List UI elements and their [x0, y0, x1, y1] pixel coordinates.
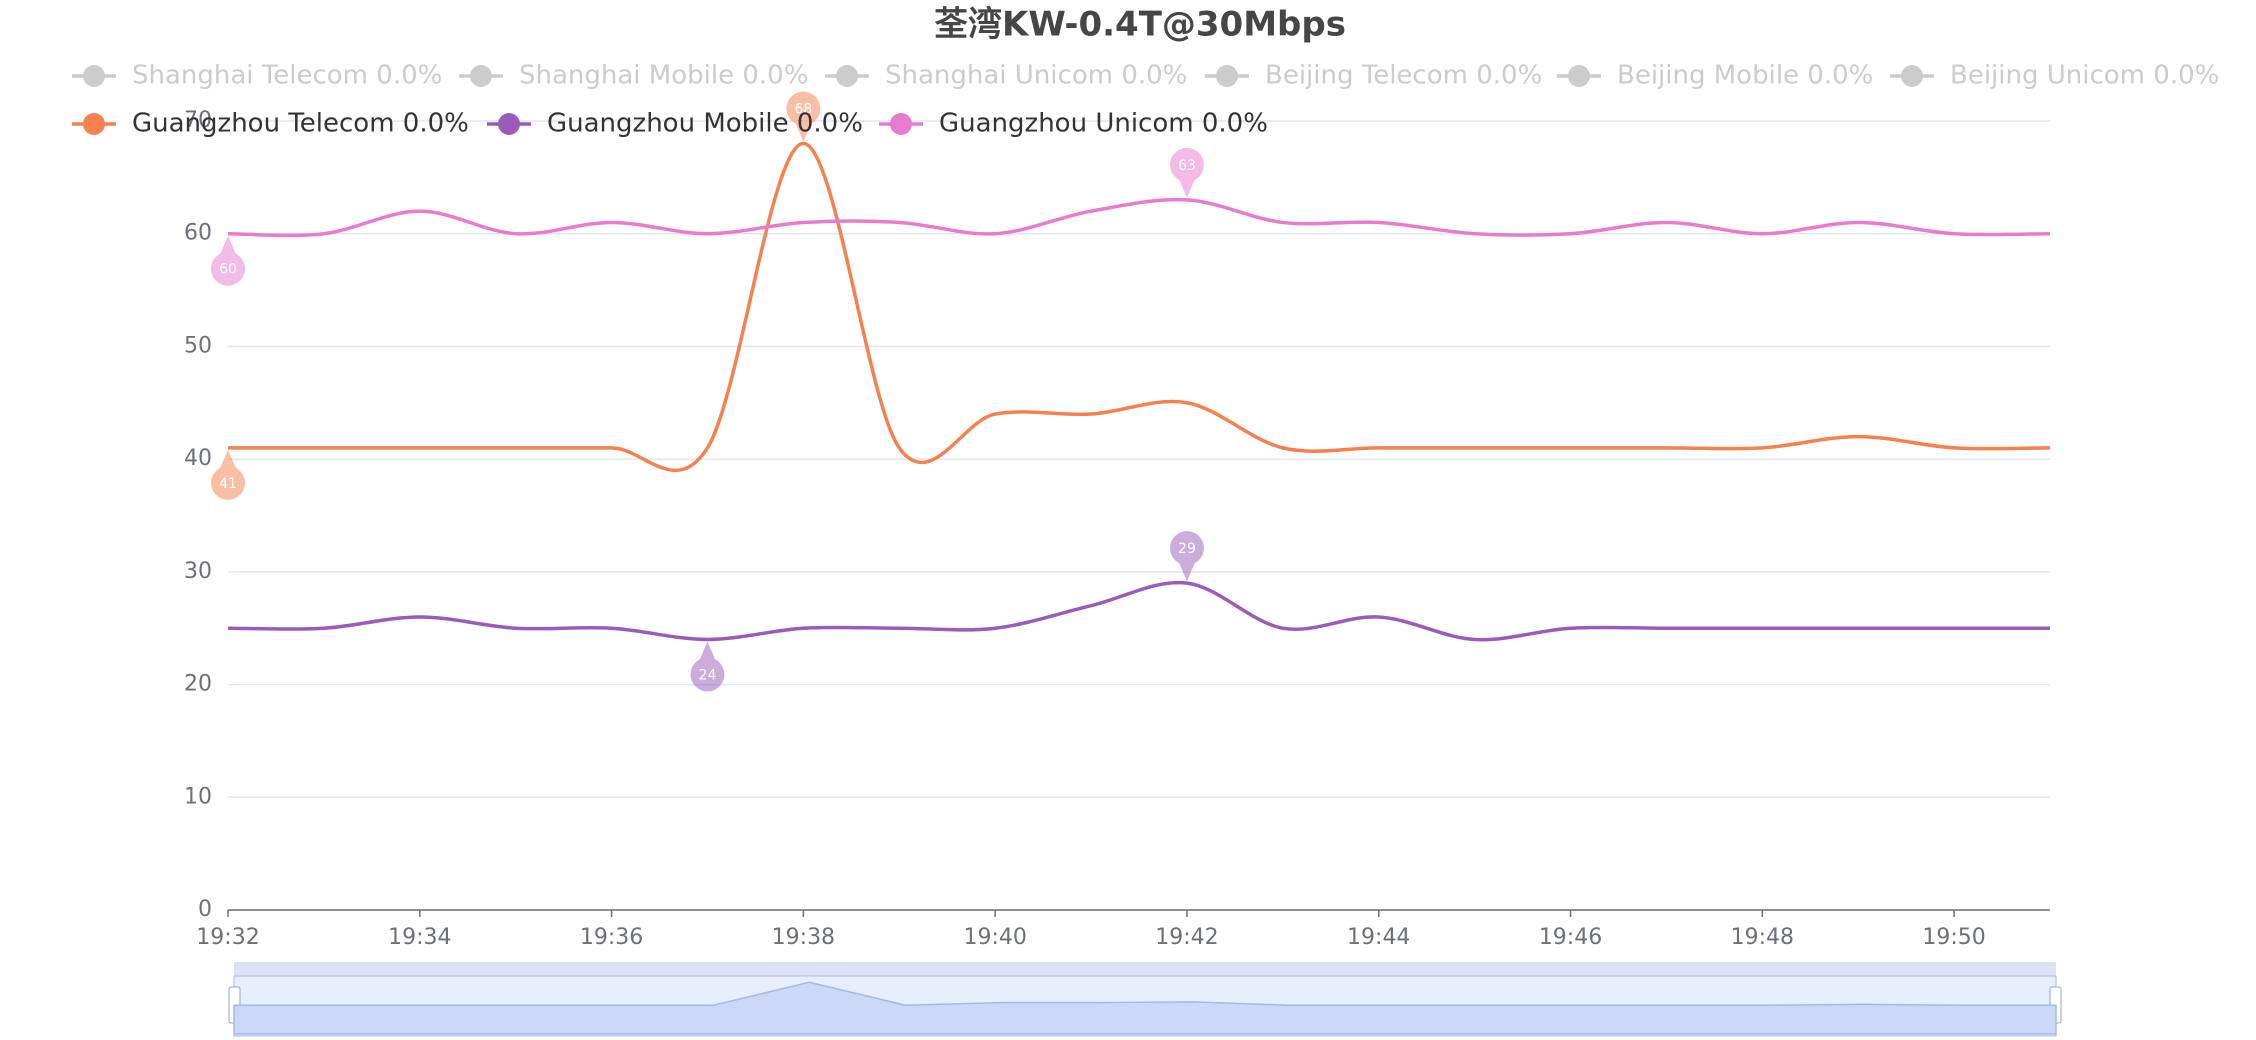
mark-pin [211, 465, 245, 500]
chart-title: 荃湾KW-0.4T@30Mbps [934, 5, 1346, 45]
mark-pin [211, 251, 245, 286]
series-line [227, 197, 2051, 238]
series-line [228, 141, 2051, 473]
y-tick-label: 20 [184, 672, 212, 697]
x-tick-label: 19:32 [196, 925, 259, 950]
legend-item[interactable]: Beijing Telecom 0.0% [1205, 61, 1542, 91]
mark-pin [1169, 531, 1204, 566]
legend-marker [1568, 65, 1590, 87]
legend-label: Beijing Telecom 0.0% [1265, 61, 1542, 91]
zoom-handle-bar[interactable] [234, 962, 2056, 976]
legend-marker [498, 113, 520, 135]
legend-marker [890, 113, 912, 135]
mark-pin-tip [219, 235, 237, 257]
x-tick-label: 19:42 [1155, 925, 1218, 950]
legend-item[interactable]: Beijing Mobile 0.0% [1557, 61, 1873, 91]
legend-marker [470, 65, 492, 87]
legend-label: Shanghai Mobile 0.0% [519, 61, 808, 91]
mark-point [1169, 147, 1204, 198]
legend-item[interactable]: Beijing Unicom 0.0% [1890, 61, 2219, 91]
legend-label: Guangzhou Telecom 0.0% [132, 109, 469, 139]
series-line [227, 580, 2050, 642]
mark-pin [1169, 147, 1204, 182]
x-tick-label: 19:36 [580, 925, 643, 950]
mark-point [1169, 531, 1204, 582]
legend-label: Shanghai Unicom 0.0% [885, 61, 1187, 91]
legend-marker [1901, 65, 1923, 87]
y-tick-label: 10 [184, 784, 212, 809]
mark-pin [786, 91, 821, 126]
y-tick-label: 30 [184, 559, 212, 584]
y-tick-label: 70 [184, 108, 212, 133]
mark-pin [690, 657, 725, 692]
legend-item[interactable]: Guangzhou Telecom 0.0% [72, 109, 469, 139]
x-tick-label: 19:40 [963, 925, 1026, 950]
legend-label: Beijing Mobile 0.0% [1617, 61, 1873, 91]
mark-point [690, 641, 725, 692]
y-tick-label: 40 [184, 446, 212, 471]
x-tick-label: 19:44 [1347, 925, 1410, 950]
mark-point [211, 449, 245, 500]
mark-pin-tip [1177, 176, 1196, 198]
legend-label: Beijing Unicom 0.0% [1950, 61, 2219, 91]
legend-marker [836, 65, 858, 87]
x-tick-label: 19:50 [1922, 925, 1985, 950]
legend-item[interactable]: Guangzhou Mobile 0.0% [487, 109, 863, 139]
y-tick-label: 60 [184, 221, 212, 246]
legend-marker [1216, 65, 1238, 87]
mark-pin-tip [1177, 560, 1196, 582]
mark-label: 63 [1178, 158, 1196, 174]
zoom-shadow [233, 981, 2057, 1035]
mark-label: 60 [219, 262, 237, 278]
legend-item[interactable]: Shanghai Mobile 0.0% [459, 61, 808, 91]
legend-marker [83, 113, 105, 135]
legend-label: Shanghai Telecom 0.0% [132, 61, 442, 91]
y-tick-label: 0 [198, 897, 212, 922]
legend-item[interactable]: Shanghai Telecom 0.0% [72, 61, 442, 91]
legend-label: Guangzhou Unicom 0.0% [939, 109, 1268, 139]
legend-label: Guangzhou Mobile 0.0% [547, 109, 863, 139]
mark-point [786, 91, 821, 142]
mark-point [211, 235, 245, 286]
mark-label: 29 [1178, 541, 1196, 557]
x-tick-label: 19:34 [388, 925, 451, 950]
legend-marker [83, 65, 105, 87]
legend-item[interactable]: Shanghai Unicom 0.0% [825, 61, 1187, 91]
x-tick-label: 19:46 [1539, 925, 1602, 950]
legend-item[interactable]: Guangzhou Unicom 0.0% [879, 109, 1268, 139]
x-tick-label: 19:48 [1731, 925, 1794, 950]
x-tick-label: 19:38 [772, 925, 835, 950]
mark-label: 68 [794, 102, 812, 118]
mark-label: 24 [699, 667, 717, 683]
y-tick-label: 50 [184, 333, 212, 358]
mark-pin-tip [219, 449, 237, 471]
mark-pin-tip [698, 641, 717, 663]
mark-label: 41 [219, 476, 237, 492]
mark-pin-tip [794, 120, 813, 142]
